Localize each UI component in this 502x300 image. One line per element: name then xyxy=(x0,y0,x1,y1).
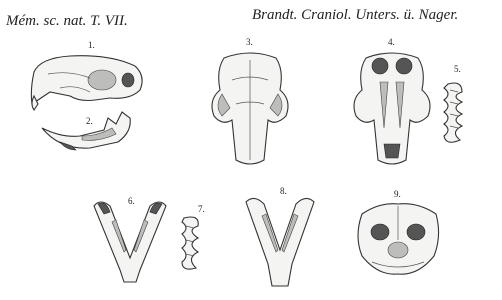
tooth-rows xyxy=(111,219,149,253)
figure-number: 7. xyxy=(198,204,205,214)
incisors xyxy=(383,143,401,159)
skull-outline xyxy=(353,52,431,165)
tooth-row xyxy=(181,216,200,270)
figure-3: 3. xyxy=(211,37,289,165)
condyles xyxy=(97,202,163,215)
bulla-right xyxy=(395,57,413,75)
figure-number: 2. xyxy=(86,116,93,126)
figure-9: 9. xyxy=(357,189,440,275)
orbit xyxy=(87,69,117,91)
header-right: Brandt. Craniol. Unters. ü. Nager. xyxy=(252,7,458,23)
sutures xyxy=(47,72,91,93)
bulla xyxy=(121,72,135,88)
condyle-left xyxy=(370,223,390,241)
enamel-folds xyxy=(185,225,195,257)
sutures xyxy=(371,206,425,268)
bulla-left xyxy=(371,57,389,75)
sutures xyxy=(231,60,269,160)
figure-number: 8. xyxy=(280,186,287,196)
figure-number: 9. xyxy=(394,189,401,199)
tooth-rows xyxy=(261,213,299,253)
tooth-row xyxy=(443,82,464,143)
enamel-folds xyxy=(449,89,459,129)
condyle-right xyxy=(406,223,426,241)
figure-5: 5. xyxy=(443,64,464,143)
figure-7: 7. xyxy=(181,204,205,270)
tooth-rows xyxy=(379,81,405,129)
mandibles-outline xyxy=(245,197,315,287)
figure-number: 6. xyxy=(128,196,135,206)
arches xyxy=(217,93,283,117)
figure-8: 8. xyxy=(245,186,315,287)
mandible-tip xyxy=(59,141,77,151)
foramen xyxy=(387,241,409,259)
figure-number: 5. xyxy=(454,64,461,74)
figure-number: 3. xyxy=(246,37,253,47)
header-left: Mém. sc. nat. T. VII. xyxy=(5,13,128,29)
figure-number: 4. xyxy=(388,37,395,47)
figure-6: 6. xyxy=(93,196,167,283)
figure-number: 1. xyxy=(88,40,95,50)
incisor xyxy=(31,94,39,111)
figure-2: 2. xyxy=(41,111,131,151)
mandible-shade xyxy=(81,127,117,141)
figure-1: 1. xyxy=(30,40,143,111)
figure-4: 4. xyxy=(353,37,431,165)
